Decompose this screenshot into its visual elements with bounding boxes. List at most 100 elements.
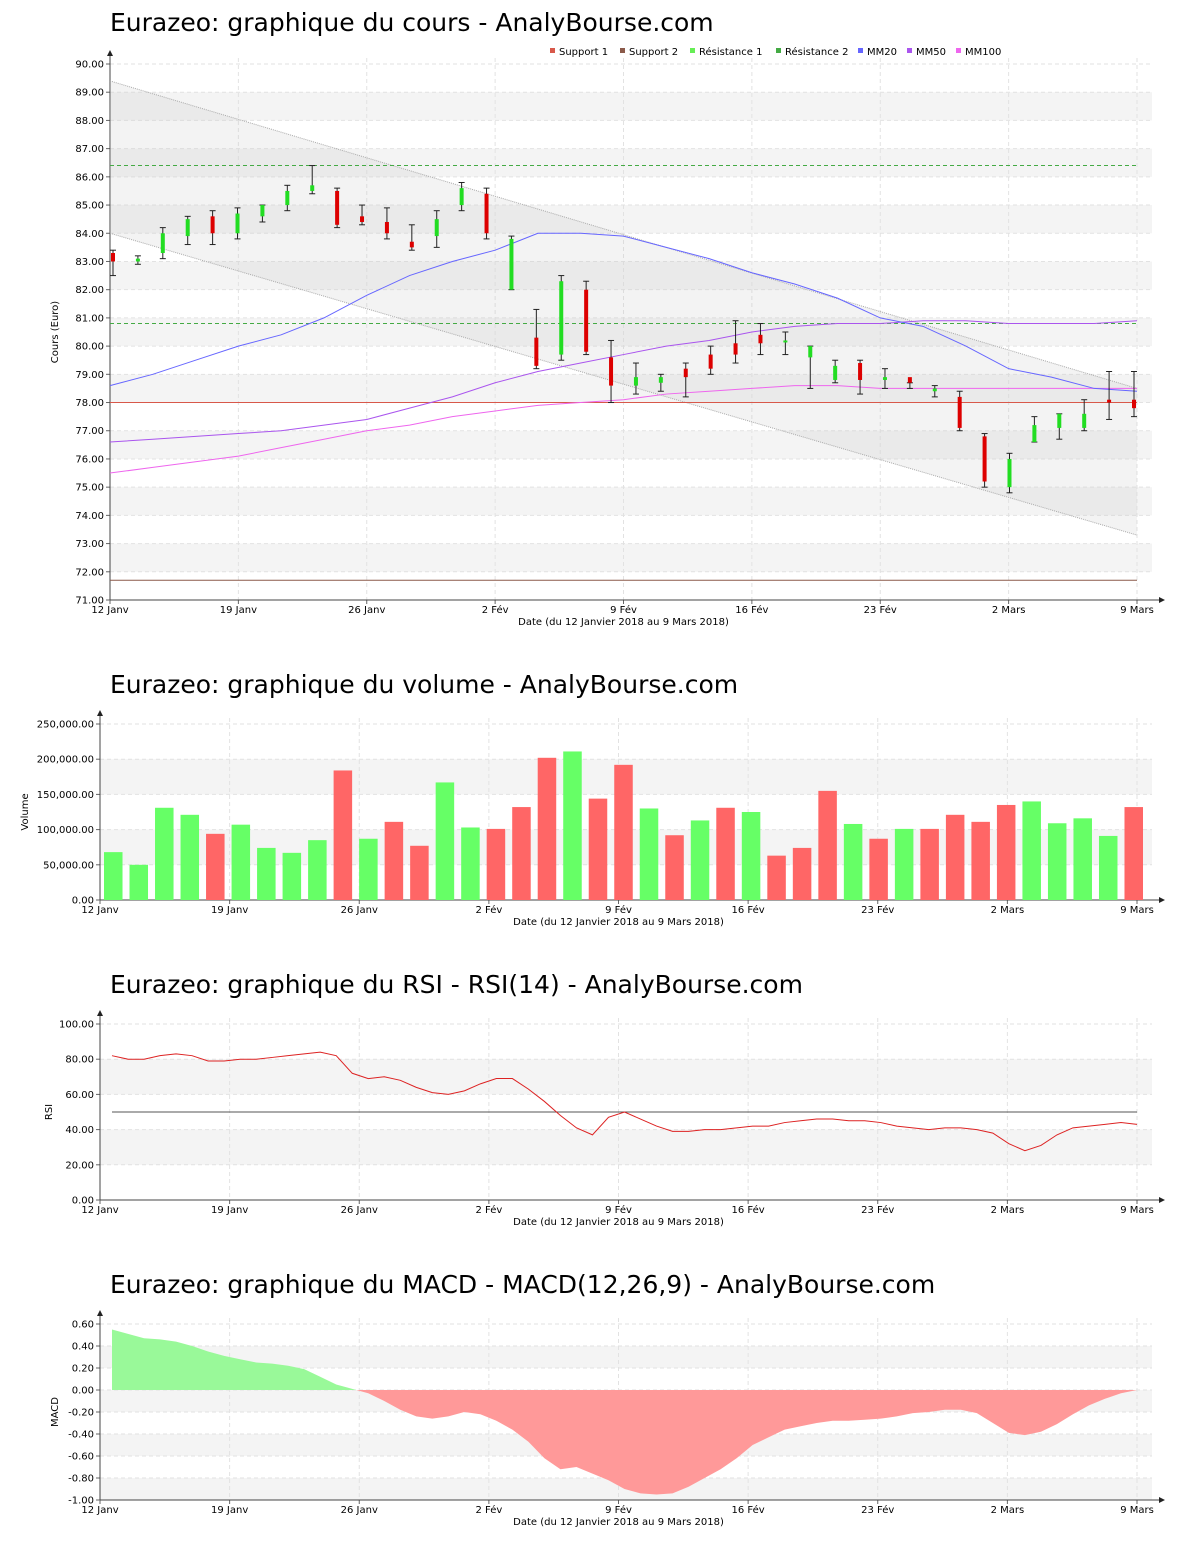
candle-body [1132,399,1136,409]
y-tick-label: 71.00 [75,596,104,607]
x-axis-label: Date (du 12 Janvier 2018 au 9 Mars 2018) [513,1517,724,1528]
candle-body [1007,458,1012,488]
legend-swatch [956,48,961,53]
legend-label: MM20 [867,47,897,58]
y-tick-label: 83.00 [75,257,104,268]
volume-bar [818,790,837,900]
volume-bar [231,824,251,900]
y-tick-label: -0.40 [68,1430,94,1441]
volume-bar [1047,823,1067,900]
x-tick-label: 16 Fév [735,604,768,616]
volume-bar [129,864,149,900]
grid-band [110,543,1152,572]
x-tick-label: 19 Janv [211,905,248,916]
candle-body [783,340,788,343]
y-axis-arrow [97,1310,103,1316]
x-tick-label: 23 Fév [861,904,894,916]
volume-bar [665,835,684,900]
x-tick-label: 2 Mars [991,905,1025,916]
y-tick-label: 20.00 [65,1160,94,1171]
volume-bar [359,838,378,900]
y-axis-arrow [107,50,113,56]
volume-bar [639,808,659,900]
volume-bar [257,847,276,900]
grid-band [110,148,1152,177]
x-tick-label: 23 Fév [861,1204,894,1216]
candle-body [683,368,688,378]
y-tick-label: 82.00 [75,285,104,296]
rsi-line [111,1051,1138,1152]
y-tick-label: 0.00 [72,1196,94,1207]
x-tick-label: 9 Mars [1120,1205,1154,1216]
volume-bar [767,855,786,900]
x-axis-label: Date (du 12 Janvier 2018 au 9 Mars 2018) [513,917,724,928]
volume-bar [282,852,302,900]
rsi-chart: 0.00 20.00 40.00 60.00 80.00 100.00 12 Janv 19 … [44,1010,1165,1228]
mm20-line [109,232,1138,392]
y-tick-label: 60.00 [65,1090,94,1101]
y-tick-label: 75.00 [75,483,104,494]
volume-bar [843,823,863,900]
y-tick-label: 89.00 [75,88,104,99]
y-tick-label: 0.20 [72,1364,94,1375]
candle-body [658,377,663,383]
x-axis-arrow [1159,597,1165,603]
x-tick-label: 9 Fév [605,1504,632,1516]
grid-band [110,92,1152,121]
y-tick-label: -1.00 [68,1496,94,1507]
candle-body [285,190,290,206]
y-tick-label: -0.20 [68,1408,94,1419]
candle-body [135,258,140,262]
candle-body [932,388,937,392]
price-chart-title: Eurazeo: graphique du cours - AnalyBours… [110,8,714,37]
volume-chart-title: Eurazeo: graphique du volume - AnalyBour… [110,670,739,699]
candle-body [957,396,962,428]
y-axis-label: Cours (Euro) [50,301,61,364]
macd-positive-area [112,1329,357,1390]
candle-body [733,343,738,355]
volume-bar [716,807,735,900]
x-tick-label: 2 Fév [475,904,502,916]
candle-body [434,219,439,237]
y-tick-label: 0.00 [72,1386,94,1397]
macd-chart: -1.00 -0.80 -0.60 -0.40 -0.20 0.00 0.20 0.40 0.6… [50,1310,1165,1528]
y-tick-label: 77.00 [75,426,104,437]
volume-bar [461,827,480,900]
volume-bar [690,820,710,900]
candle-body [1082,413,1087,428]
grid-band [110,205,1152,234]
volume-bar [333,770,353,900]
candle-body [1057,413,1062,428]
volume-bar [1124,807,1143,900]
candle-body [758,334,763,344]
x-tick-label: 2 Mars [992,605,1026,616]
volume-bar [537,757,557,900]
candle-body [559,281,564,355]
y-tick-label: 84.00 [75,229,104,240]
y-tick-label: 80.00 [75,342,104,353]
y-tick-label: 250,000.00 [37,720,94,731]
y-tick-label: 88.00 [75,116,104,127]
legend-swatch [776,48,781,53]
x-tick-label: 19 Janv [220,605,257,616]
x-tick-label: 26 Janv [341,1505,378,1516]
y-tick-label: 72.00 [75,567,104,578]
y-axis-label: RSI [44,1104,55,1120]
candle-body [111,253,115,262]
y-axis-label: MACD [50,1397,61,1427]
x-tick-label: 9 Mars [1120,1505,1154,1516]
x-axis-label: Date (du 12 Janvier 2018 au 9 Mars 2018) [518,617,729,628]
x-tick-label: 12 Janv [81,905,118,916]
candle-body [1107,399,1112,403]
volume-bar [588,798,608,900]
candle-body [335,190,340,225]
y-tick-label: 78.00 [75,398,104,409]
volume-bar [869,838,888,900]
y-tick-label: 76.00 [75,454,104,465]
x-tick-label: 19 Janv [211,1505,248,1516]
x-tick-label: 2 Fév [475,1504,502,1516]
y-tick-label: 0.60 [72,1320,94,1331]
y-tick-label: 50,000.00 [43,860,94,871]
candle-body [833,365,838,380]
volume-bar [435,782,455,900]
